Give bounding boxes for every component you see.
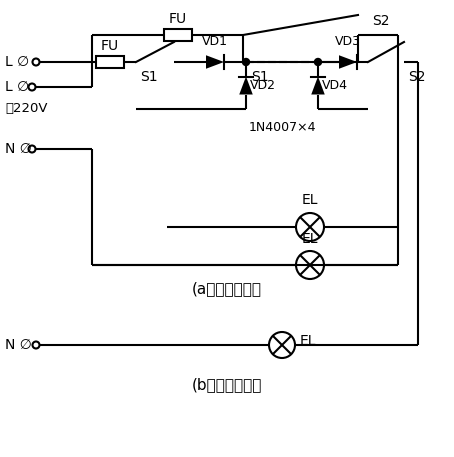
Text: VD4: VD4 (322, 79, 348, 92)
Text: N ∅: N ∅ (5, 338, 32, 352)
Text: VD2: VD2 (250, 79, 276, 92)
Text: VD3: VD3 (335, 35, 361, 48)
Text: EL: EL (302, 193, 318, 207)
Text: S1: S1 (251, 70, 269, 84)
Text: S1: S1 (140, 70, 158, 84)
Text: (b）接线方法二: (b）接线方法二 (192, 377, 262, 393)
Bar (96, 56, 124, 68)
Text: (a）接线方法一: (a）接线方法一 (192, 282, 262, 297)
Text: EL: EL (300, 334, 316, 348)
Text: S2: S2 (408, 70, 425, 84)
Text: S2: S2 (372, 14, 390, 28)
Text: ～220V: ～220V (5, 102, 48, 116)
Circle shape (242, 58, 250, 65)
Text: VD1: VD1 (202, 35, 228, 48)
Text: FU: FU (169, 12, 187, 26)
Text: 1N4007×4: 1N4007×4 (248, 121, 316, 134)
Text: EL: EL (302, 232, 318, 246)
Text: L ∅: L ∅ (5, 80, 29, 94)
Text: N ∅: N ∅ (5, 142, 32, 156)
Circle shape (315, 58, 321, 65)
Text: FU: FU (101, 39, 119, 53)
Polygon shape (339, 55, 357, 69)
Polygon shape (239, 76, 253, 95)
Bar (164, 29, 192, 41)
Polygon shape (311, 76, 325, 95)
Text: L ∅: L ∅ (5, 55, 29, 69)
Polygon shape (206, 55, 224, 69)
